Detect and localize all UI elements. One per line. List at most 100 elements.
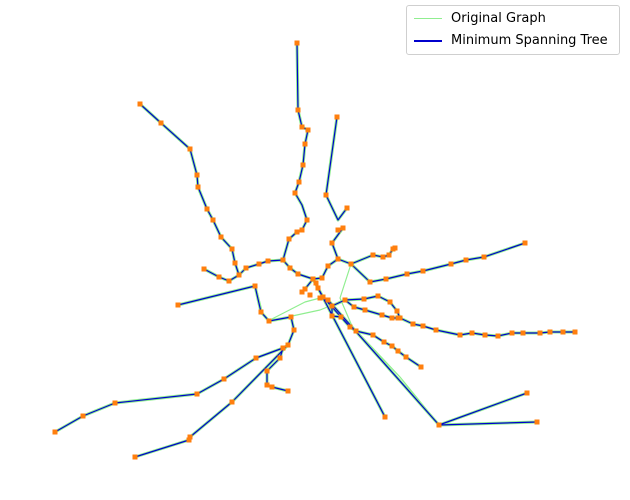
mst-edge — [325, 116, 348, 221]
graph-node — [132, 454, 138, 460]
graph-node — [335, 227, 341, 233]
graph-node — [320, 294, 326, 300]
graph-node — [295, 271, 301, 277]
graph-node — [226, 278, 232, 284]
graph-node — [195, 184, 201, 190]
graph-node — [404, 271, 410, 277]
graph-node — [187, 434, 193, 440]
mst-edge — [282, 242, 526, 283]
graph-node — [266, 318, 272, 324]
graph-node — [379, 312, 385, 318]
graph-node — [221, 376, 227, 382]
graph-node — [210, 217, 216, 223]
graph-node — [216, 274, 222, 280]
graph-node — [469, 330, 475, 336]
graph-node — [291, 327, 297, 333]
graph-node — [299, 289, 305, 295]
graph-node — [315, 285, 321, 291]
graph-node — [395, 348, 401, 354]
mst-edge — [317, 287, 386, 418]
graph-node — [344, 205, 350, 211]
graph-node — [410, 321, 416, 327]
graph-node — [367, 279, 373, 285]
graph-node — [305, 127, 311, 133]
graph-node — [361, 296, 367, 302]
original-edge — [255, 286, 263, 312]
graph-node — [522, 240, 528, 246]
graph-node — [386, 252, 392, 258]
graph-node — [218, 234, 224, 240]
graph-node — [299, 124, 305, 130]
graph-node — [232, 260, 238, 266]
mst-edge — [438, 421, 538, 426]
graph-node — [277, 355, 283, 361]
graph-node — [524, 390, 530, 396]
graph-node — [342, 297, 348, 303]
graph-node — [340, 225, 346, 231]
graph-node — [294, 229, 300, 235]
graph-node — [325, 297, 331, 303]
graph-node — [463, 257, 469, 263]
original-edge — [54, 346, 284, 434]
graph-node — [253, 355, 259, 361]
graph-node — [280, 345, 286, 351]
graph-node — [280, 257, 286, 263]
graph-node — [418, 364, 424, 370]
graph-node — [335, 256, 341, 262]
graph-node — [287, 265, 293, 271]
graph-node — [313, 280, 319, 286]
graph-node — [362, 307, 368, 313]
graph-node — [392, 245, 398, 251]
graph-node — [307, 292, 313, 298]
graph-node — [547, 329, 553, 335]
graph-node — [158, 120, 164, 126]
graph-node — [175, 302, 181, 308]
graph-node — [319, 275, 325, 281]
graph-node — [433, 327, 439, 333]
graph-node — [380, 254, 386, 260]
graph-node — [204, 206, 210, 212]
graph-node — [560, 329, 566, 335]
graph-node — [351, 304, 357, 310]
graph-node — [285, 342, 291, 348]
graph-node — [285, 388, 291, 394]
graph-node — [403, 354, 409, 360]
graph-node — [229, 399, 235, 405]
graph-node — [495, 333, 501, 339]
graph-node — [252, 283, 258, 289]
graph-node — [269, 384, 275, 390]
graph-node — [383, 276, 389, 282]
graph-node — [80, 413, 86, 419]
graph-node — [389, 343, 395, 349]
graph-node — [353, 328, 359, 334]
graph-node — [323, 192, 329, 198]
legend: Original Graph Minimum Spanning Tree — [406, 5, 620, 55]
graph-node — [229, 246, 235, 252]
graph-node — [325, 263, 331, 269]
graph-node — [186, 437, 192, 443]
graph-node — [317, 295, 323, 301]
mst-edge — [203, 42, 309, 282]
graph-node — [338, 314, 344, 320]
graph-node — [534, 419, 540, 425]
graph-node — [389, 315, 395, 321]
graph-node — [387, 299, 393, 305]
graph-node — [397, 315, 403, 321]
graph-node — [302, 286, 308, 292]
graph-node — [187, 146, 193, 152]
graph-node — [299, 227, 305, 233]
graph-node — [137, 101, 143, 107]
mst-edges — [54, 42, 575, 458]
graph-node — [381, 339, 387, 345]
graph-node — [509, 330, 515, 336]
graph-node — [258, 309, 264, 315]
graph-node — [520, 330, 526, 336]
graph-node — [420, 268, 426, 274]
graph-node — [420, 323, 426, 329]
graph-node — [112, 400, 118, 406]
graph-node — [457, 332, 463, 338]
graph-nodes — [52, 40, 578, 460]
graph-node — [310, 276, 316, 282]
graph-node — [572, 329, 578, 335]
